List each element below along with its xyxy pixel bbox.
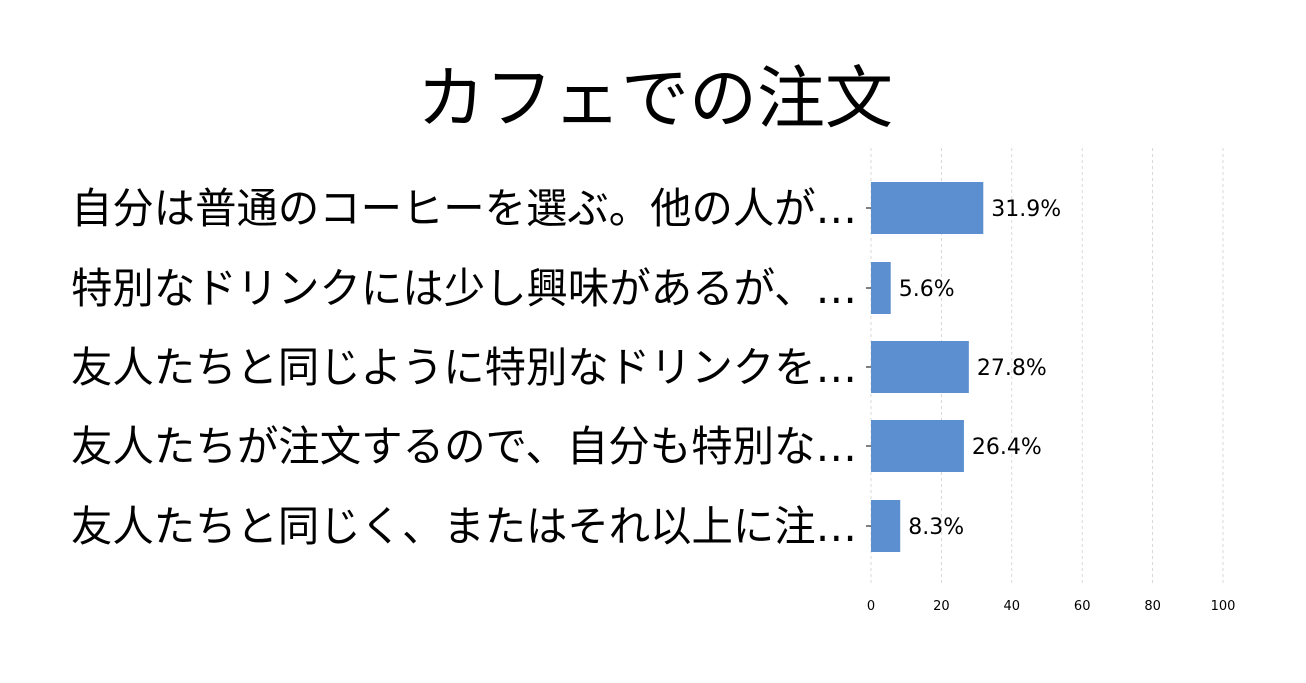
x-tick-label: 80 — [1144, 599, 1161, 614]
x-tick-label: 100 — [1211, 599, 1236, 614]
category-label: 特別なドリンクには少し興味があるが、… — [71, 264, 857, 313]
category-label: 友人たちと同じく、またはそれ以上に注… — [71, 502, 857, 551]
bar — [871, 262, 891, 314]
category-labels: 自分は普通のコーヒーを選ぶ。他の人が… 特別なドリンクには少し興味があるが、… 友人… — [71, 184, 857, 551]
x-tick-label: 0 — [867, 599, 875, 614]
bar — [871, 500, 901, 552]
bar — [871, 182, 984, 234]
value-label: 27.8% — [977, 356, 1047, 381]
x-tick-label: 60 — [1074, 599, 1091, 614]
category-label: 友人たちと同じように特別なドリンクを… — [71, 343, 857, 392]
x-axis-ticks: 0 20 40 60 80 100 — [867, 599, 1236, 614]
value-label: 5.6% — [899, 277, 955, 302]
category-label: 自分は普通のコーヒーを選ぶ。他の人が… — [71, 184, 857, 233]
category-label: 友人たちが注文するので、自分も特別な… — [71, 422, 857, 471]
value-label: 31.9% — [991, 197, 1061, 222]
value-label: 26.4% — [972, 435, 1042, 460]
bar — [871, 341, 969, 393]
x-tick-label: 20 — [933, 599, 950, 614]
value-labels: 31.9% 5.6% 27.8% 26.4% 8.3% — [899, 197, 1061, 540]
x-tick-label: 40 — [1004, 599, 1021, 614]
bars — [866, 182, 984, 552]
value-label: 8.3% — [908, 515, 964, 540]
bar — [871, 420, 964, 472]
chart-title: カフェでの注文 — [417, 60, 893, 139]
